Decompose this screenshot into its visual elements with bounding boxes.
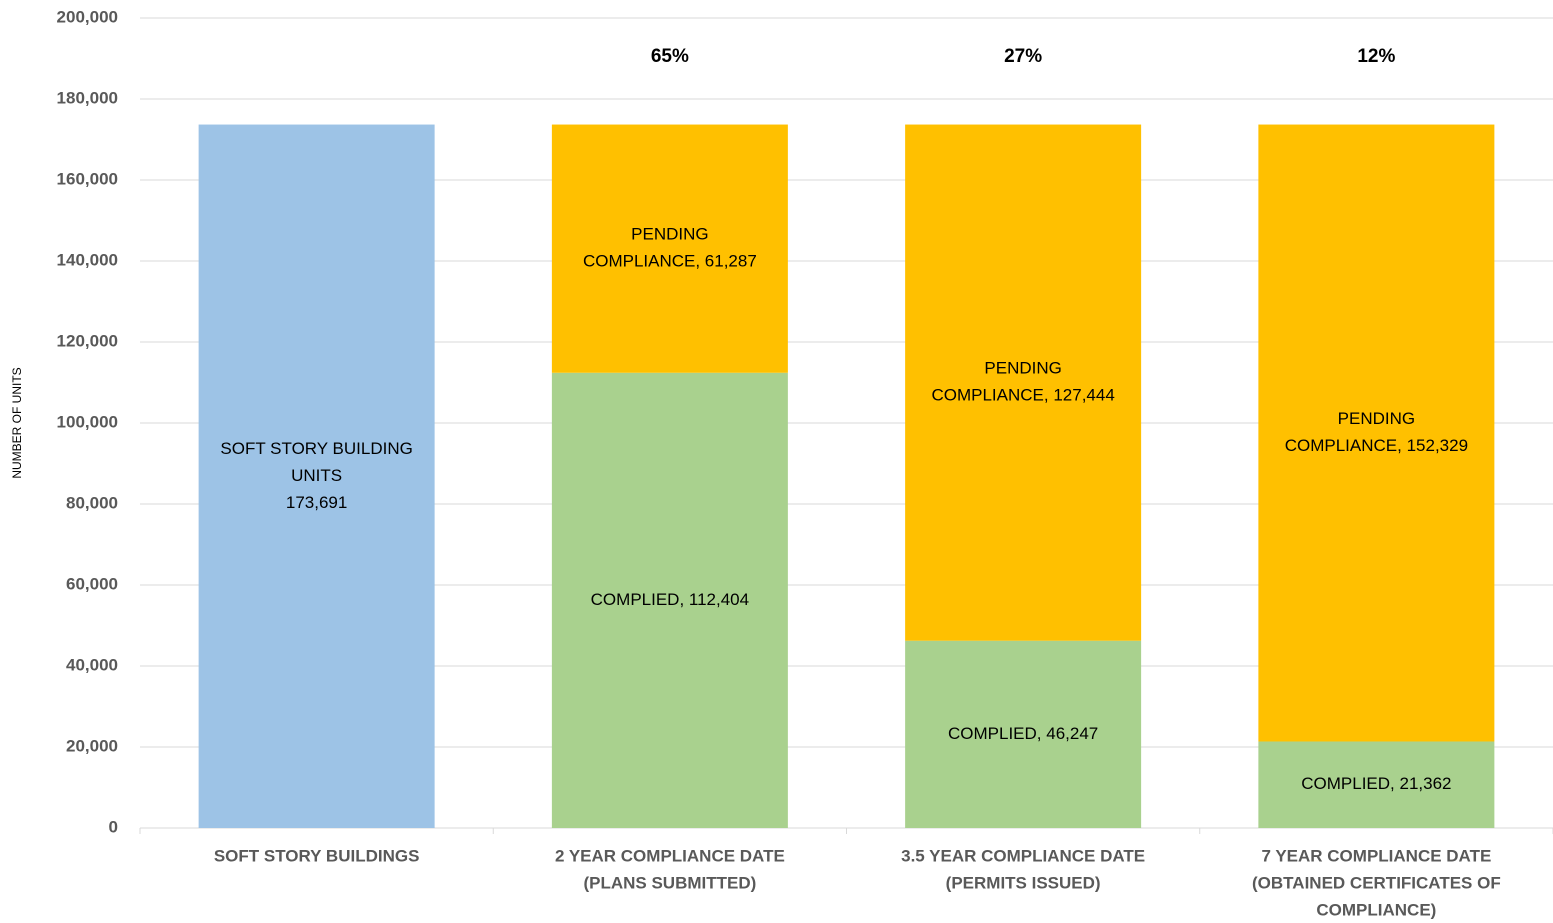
data-label: COMPLIANCE, 127,444 xyxy=(931,386,1114,405)
data-label: PENDING xyxy=(1338,409,1415,428)
data-label: COMPLIED, 112,404 xyxy=(591,590,749,609)
data-label: 173,691 xyxy=(286,493,347,512)
y-tick-label: 100,000 xyxy=(57,412,118,431)
data-label: UNITS xyxy=(291,466,342,485)
y-tick-label: 0 xyxy=(109,817,118,836)
x-tick-label: COMPLIANCE) xyxy=(1316,900,1436,919)
annotation: 27% xyxy=(1004,46,1042,67)
data-label: SOFT STORY BUILDING xyxy=(220,439,412,458)
y-tick-label: 120,000 xyxy=(57,331,118,350)
data-label: COMPLIED, 21,362 xyxy=(1301,774,1451,793)
bar-segment xyxy=(1258,741,1495,828)
x-tick-label: (OBTAINED CERTIFICATES OF xyxy=(1252,873,1501,892)
bar-segment xyxy=(551,372,788,828)
y-tick-label: 140,000 xyxy=(57,250,118,269)
x-tick-label: 3.5 YEAR COMPLIANCE DATE xyxy=(901,846,1145,865)
bar-segment xyxy=(198,124,435,828)
annotation: 65% xyxy=(651,46,689,67)
x-tick-label: 2 YEAR COMPLIANCE DATE xyxy=(555,846,785,865)
y-tick-label: 180,000 xyxy=(57,88,118,107)
data-label: PENDING xyxy=(984,359,1061,378)
bar-segment xyxy=(551,124,788,373)
bar-segment xyxy=(905,640,1142,828)
data-label: PENDING xyxy=(631,225,708,244)
data-label: COMPLIANCE, 61,287 xyxy=(583,252,757,271)
y-tick-label: 40,000 xyxy=(66,655,118,674)
y-tick-label: 200,000 xyxy=(57,7,118,26)
data-label: COMPLIANCE, 152,329 xyxy=(1285,436,1468,455)
bar-segment xyxy=(1258,124,1495,742)
y-tick-label: 20,000 xyxy=(66,736,118,755)
x-tick-label: (PERMITS ISSUED) xyxy=(946,873,1101,892)
bar-segment xyxy=(905,124,1142,641)
x-tick-label: SOFT STORY BUILDINGS xyxy=(214,846,420,865)
x-tick-label: 7 YEAR COMPLIANCE DATE xyxy=(1261,846,1491,865)
x-tick-label: (PLANS SUBMITTED) xyxy=(583,873,756,892)
annotation: 12% xyxy=(1357,46,1395,67)
y-axis-title: NUMBER OF UNITS xyxy=(10,367,24,478)
data-label: COMPLIED, 46,247 xyxy=(948,724,1098,743)
y-tick-label: 60,000 xyxy=(66,574,118,593)
y-tick-label: 80,000 xyxy=(66,493,118,512)
y-tick-label: 160,000 xyxy=(57,169,118,188)
